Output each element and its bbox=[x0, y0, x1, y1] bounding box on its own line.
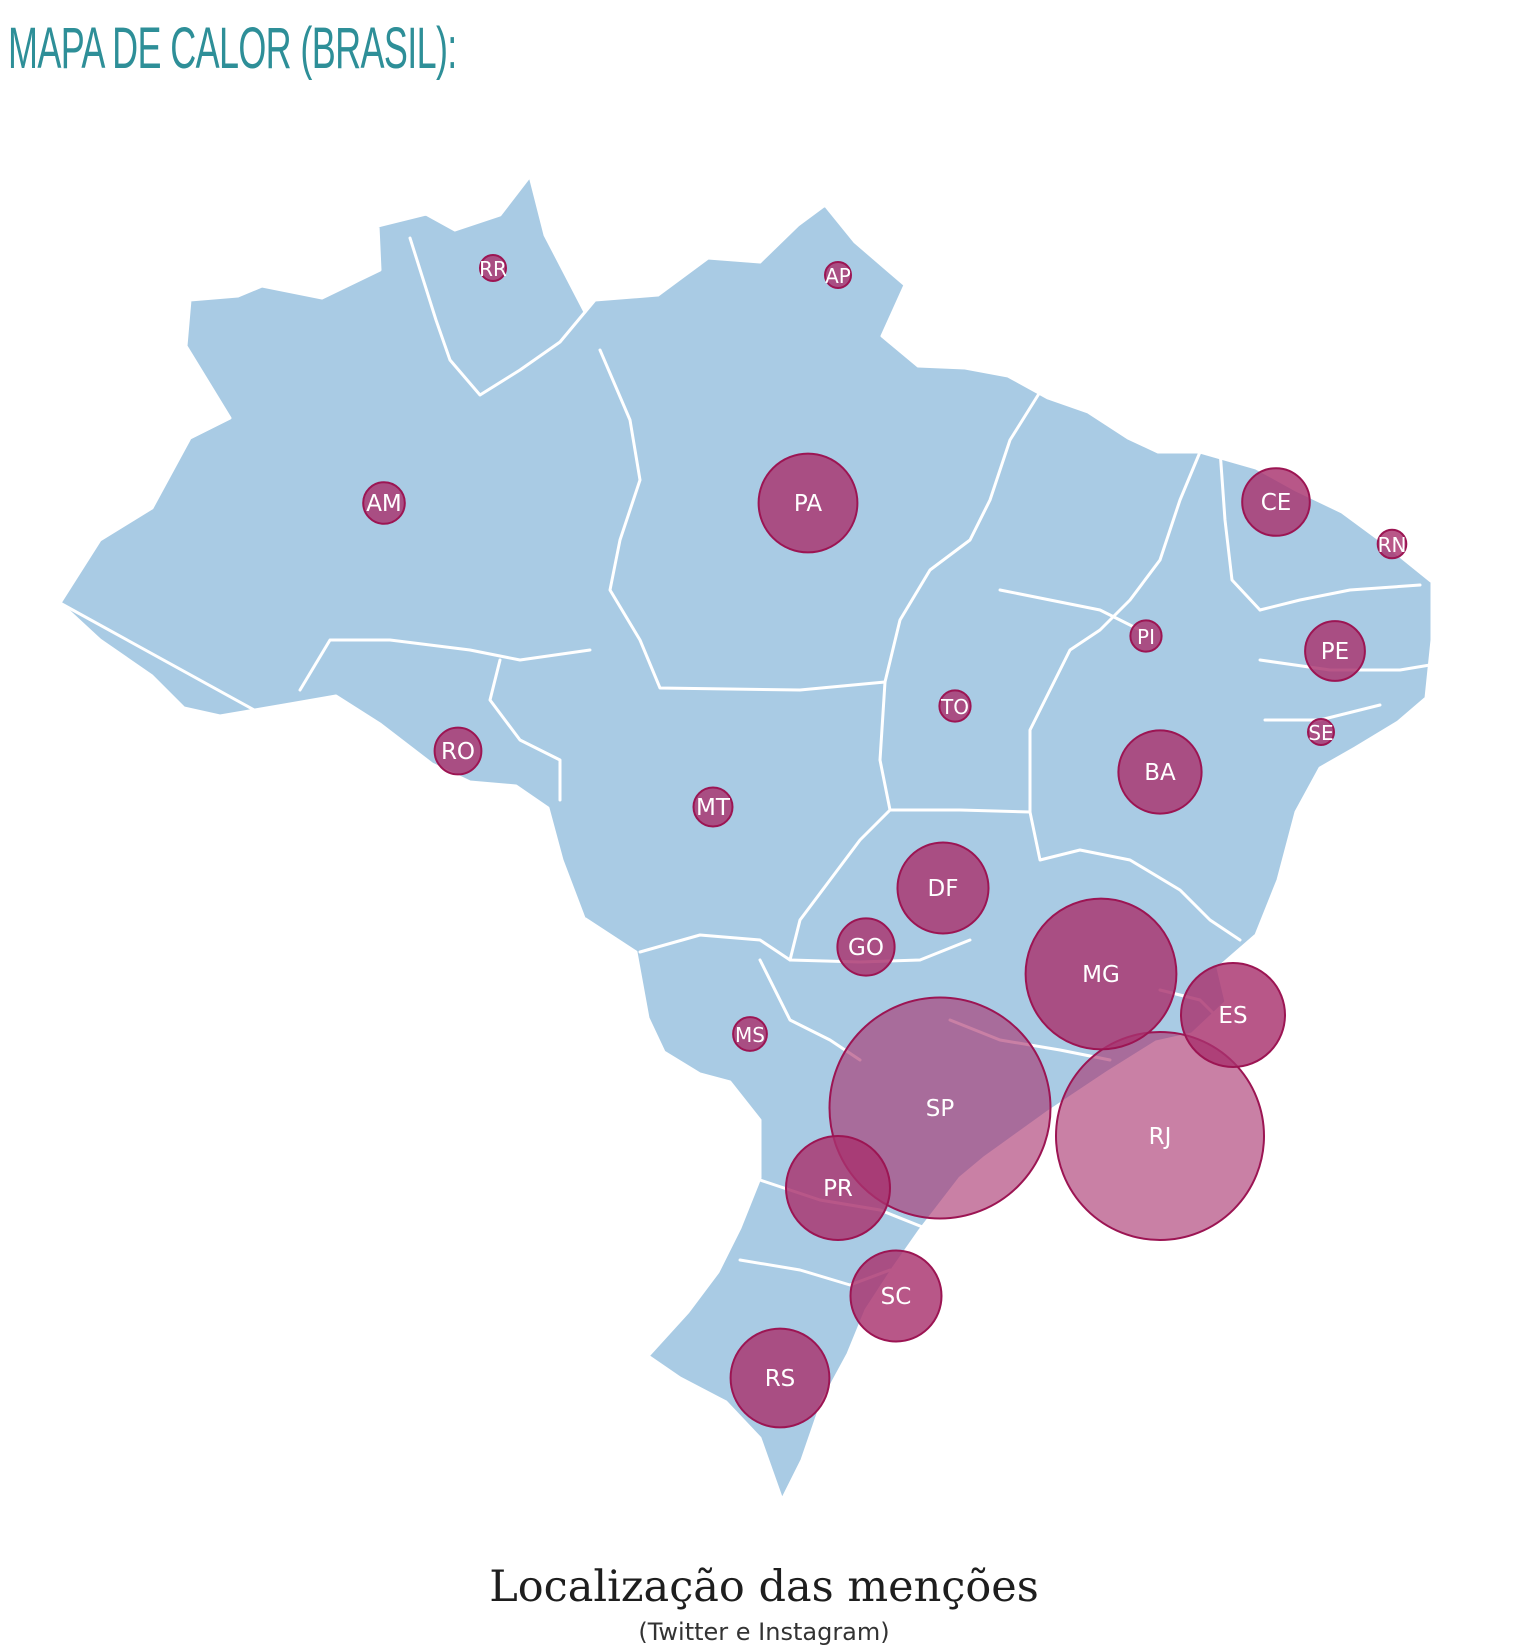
state-label-mg: MG bbox=[1082, 962, 1120, 988]
state-border bbox=[998, 588, 1142, 632]
state-bubble-pr bbox=[785, 1135, 891, 1241]
state-border bbox=[1028, 450, 1202, 814]
state-label-pi: PI bbox=[1137, 625, 1155, 649]
state-bubble-df bbox=[896, 841, 990, 935]
state-label-ce: CE bbox=[1261, 490, 1292, 516]
state-border bbox=[1258, 658, 1432, 672]
state-label-ap: AP bbox=[825, 264, 851, 288]
state-bubble-mt bbox=[692, 786, 734, 828]
state-border bbox=[1028, 810, 1242, 942]
state-bubble-ap bbox=[824, 261, 852, 289]
page-title: MAPA DE CALOR (BRASIL): bbox=[8, 16, 457, 81]
state-label-sp: SP bbox=[926, 1096, 955, 1122]
bubble-layer: SP RJ MG ES PR PA RS DF SC BA CE PE GO RO AM MT MS PI TO RN… bbox=[362, 254, 1408, 1429]
state-label-ba: BA bbox=[1144, 760, 1176, 786]
state-label-pr: PR bbox=[823, 1176, 853, 1202]
state-label-go: GO bbox=[848, 935, 884, 961]
state-bubble-es bbox=[1180, 962, 1286, 1068]
state-bubble-ro bbox=[433, 726, 483, 776]
state-label-to: TO bbox=[940, 695, 969, 719]
state-bubble-pe bbox=[1304, 620, 1366, 682]
state-border bbox=[638, 933, 792, 962]
state-border bbox=[298, 638, 592, 692]
state-label-df: DF bbox=[928, 876, 959, 902]
state-bubble-ce bbox=[1241, 467, 1311, 537]
state-bubble-rr bbox=[479, 254, 507, 282]
state-border bbox=[1258, 583, 1422, 612]
state-label-sc: SC bbox=[881, 1284, 912, 1310]
state-label-pe: PE bbox=[1321, 639, 1349, 665]
state-label-rr: RR bbox=[479, 257, 507, 281]
state-border bbox=[788, 808, 972, 964]
state-label-rs: RS bbox=[765, 1366, 796, 1392]
state-bubble-am bbox=[362, 481, 406, 525]
state-bubble-ba bbox=[1117, 729, 1203, 815]
map-caption-title: Localização das menções bbox=[489, 1562, 1039, 1612]
state-border bbox=[1218, 448, 1262, 612]
state-bubble-sc bbox=[849, 1249, 943, 1343]
state-label-se: SE bbox=[1308, 721, 1333, 745]
state-bubble-rj bbox=[1055, 1031, 1265, 1241]
country-shape bbox=[58, 174, 1434, 1502]
state-label-mt: MT bbox=[696, 795, 731, 821]
state-label-ro: RO bbox=[441, 739, 475, 765]
state-label-pa: PA bbox=[794, 491, 822, 517]
state-bubble-rn bbox=[1376, 528, 1408, 560]
state-label-rj: RJ bbox=[1149, 1124, 1172, 1150]
state-label-ms: MS bbox=[735, 1023, 765, 1047]
state-bubble-pi bbox=[1129, 619, 1163, 653]
state-border bbox=[488, 658, 562, 802]
state-bubble-go bbox=[836, 917, 896, 977]
brazil-bubble-map: SP RJ MG ES PR PA RS DF SC BA CE PE GO RO AM MT MS PI TO RN… bbox=[0, 150, 1528, 1510]
state-border bbox=[883, 390, 1042, 684]
brazil-outline bbox=[58, 174, 1434, 1502]
state-label-am: AM bbox=[366, 491, 402, 517]
state-bubble-pa bbox=[757, 452, 859, 554]
map-caption-subtitle: (Twitter e Instagram) bbox=[638, 1618, 890, 1646]
state-bubble-se bbox=[1307, 718, 1335, 746]
state-label-rn: RN bbox=[1378, 533, 1407, 557]
state-border bbox=[58, 601, 278, 724]
state-border bbox=[598, 348, 887, 692]
state-bubble-rs bbox=[729, 1327, 831, 1429]
state-bubble-mg bbox=[1024, 897, 1178, 1051]
state-label-es: ES bbox=[1218, 1003, 1247, 1029]
state-border bbox=[408, 236, 587, 397]
state-bubble-ms bbox=[732, 1016, 768, 1052]
state-bubble-to bbox=[938, 689, 972, 723]
